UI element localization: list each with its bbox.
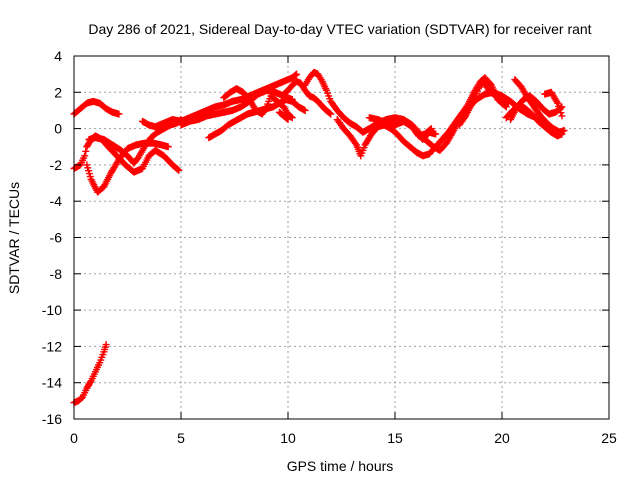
data-point xyxy=(327,110,335,118)
data-point xyxy=(432,130,440,138)
y-tick-label: -14 xyxy=(42,375,62,391)
y-tick-label: -6 xyxy=(50,230,63,246)
series-track-h xyxy=(220,85,296,122)
data-point xyxy=(556,106,564,114)
y-axis-label: SDTVAR / TECUs xyxy=(6,182,22,294)
y-tick-label: -8 xyxy=(50,266,63,282)
data-point xyxy=(293,70,301,78)
data-point xyxy=(558,130,566,138)
data-point xyxy=(86,378,94,386)
data-point xyxy=(288,114,296,122)
data-point xyxy=(558,112,566,120)
x-tick-label: 5 xyxy=(177,430,185,446)
chart-title: Day 286 of 2021, Sidereal Day-to-day VTE… xyxy=(88,21,591,37)
data-point xyxy=(560,126,568,134)
series-track-s xyxy=(541,88,566,120)
data-point xyxy=(292,71,300,79)
data-point xyxy=(555,102,563,110)
data-point xyxy=(504,99,512,107)
y-tick-label: -10 xyxy=(42,302,62,318)
data-point xyxy=(553,98,561,106)
data-point xyxy=(102,341,110,349)
x-tick-label: 0 xyxy=(70,430,78,446)
series-track-l xyxy=(333,74,510,160)
x-tick-label: 25 xyxy=(601,430,617,446)
y-tick-label: -2 xyxy=(50,157,63,173)
series-track-n xyxy=(412,128,440,143)
y-tick-label: 4 xyxy=(54,48,62,64)
series-track-i xyxy=(275,108,292,124)
grid-lines xyxy=(74,56,609,419)
data-point xyxy=(81,152,89,160)
x-tick-label: 20 xyxy=(494,430,510,446)
x-axis-label: GPS time / hours xyxy=(287,458,394,474)
y-tick-label: 2 xyxy=(54,84,62,100)
data-point xyxy=(115,110,123,118)
data-point xyxy=(557,109,565,117)
data-point xyxy=(174,166,182,174)
data-point xyxy=(301,106,309,114)
data-point xyxy=(351,139,359,147)
data-point xyxy=(554,99,562,107)
data-point xyxy=(175,166,183,174)
data-points xyxy=(70,68,568,407)
data-point xyxy=(284,116,292,124)
y-tick-label: -16 xyxy=(42,411,62,427)
axis-ticks: 0 5 10 15 20 25 -16 -14 -12 -10 -8 -6 -4 -2 0 2 4 xyxy=(42,48,617,446)
data-point xyxy=(164,143,172,151)
data-point xyxy=(283,115,291,123)
series-track-r xyxy=(502,101,566,140)
series-track-o xyxy=(455,77,512,129)
series-track-a xyxy=(70,97,123,118)
y-tick-label: -12 xyxy=(42,338,62,354)
series-track-j xyxy=(280,77,335,118)
y-tick-label: 0 xyxy=(54,121,62,137)
data-point xyxy=(82,147,90,155)
x-tick-label: 10 xyxy=(280,430,296,446)
data-point xyxy=(326,109,334,117)
x-tick-label: 15 xyxy=(387,430,403,446)
y-tick-label: -4 xyxy=(50,193,63,209)
series-track-t xyxy=(70,341,110,407)
